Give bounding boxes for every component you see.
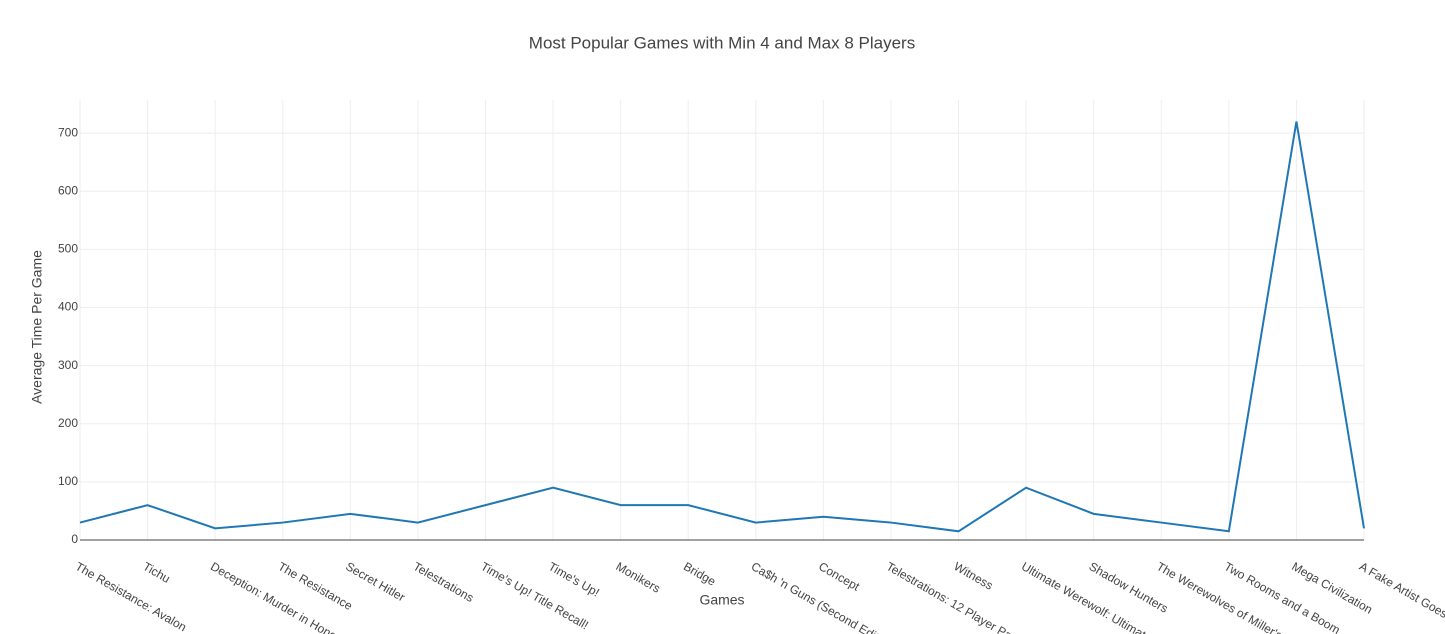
x-tick-label: A Fake Artist Goes to New York [1357,559,1445,634]
x-tick-label: Witness [951,559,995,592]
x-tick-label: Bridge [681,559,718,589]
x-tick-label: Time's Up! Title Recall! [478,559,591,632]
y-tick-label: 300 [58,358,78,372]
y-axis-title: Average Time Per Game [29,250,45,404]
x-tick-label: The Resistance: Avalon [73,559,189,634]
x-tick-label: Time's Up! [546,559,602,599]
x-tick-label: Secret Hitler [343,559,407,604]
x-axis-title: Games [699,592,744,608]
x-tick-label: Monikers [614,559,663,595]
x-tick-label: Concept [816,559,862,594]
x-tick-label: Two Rooms and a Boom [1222,559,1343,634]
y-tick-label: 0 [71,532,78,546]
y-tick-label: 100 [58,474,78,488]
x-tick-label: Tichu [140,559,172,586]
y-tick-label: 700 [58,125,78,139]
y-tick-label: 400 [58,300,78,314]
y-tick-label: 600 [58,183,78,197]
y-tick-label: 200 [58,416,78,430]
x-tick-label: Telestrations [411,559,476,605]
line [79,121,1365,533]
chart-title: Most Popular Games with Min 4 and Max 8 … [529,33,915,52]
y-tick-label: 500 [58,242,78,256]
